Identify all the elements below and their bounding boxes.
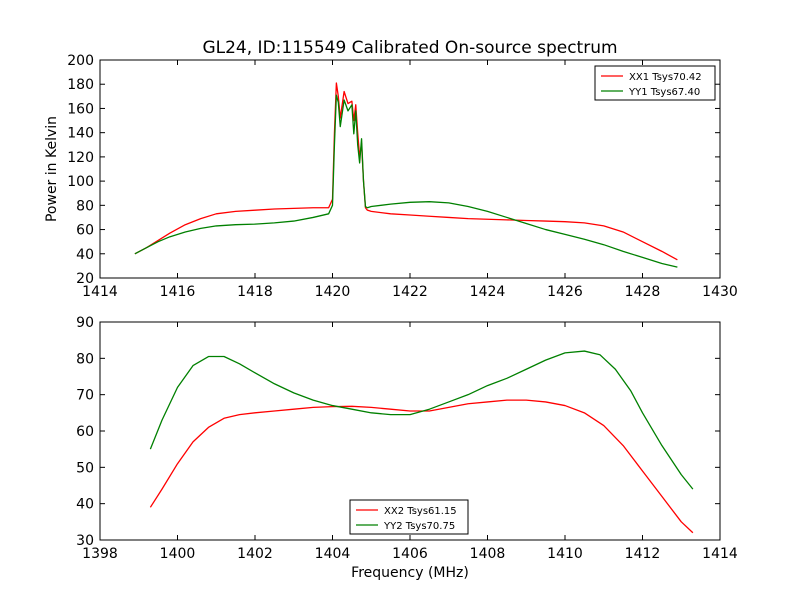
x-tick-label: 1402	[237, 546, 273, 562]
x-tick-label: 1414	[82, 284, 118, 300]
legend-box	[349, 499, 469, 535]
x-tick-label: 1430	[702, 284, 738, 300]
y-axis-label: Power in Kelvin	[44, 116, 60, 222]
y-tick-label: 80	[76, 198, 94, 214]
x-tick-label: 1426	[547, 284, 583, 300]
y-tick-label: 100	[67, 174, 94, 190]
legend-entry-label: YY1 Tsys67.40	[628, 87, 700, 98]
bottom-spectrum-plot: 1398 1400 1402 1404 1406 1408 1410 1412 1414 30 40…	[76, 315, 738, 562]
x-tick-label: 1428	[625, 284, 661, 300]
x-tick-label: 1398	[82, 546, 118, 562]
top-spectrum-plot: 1414 1416 1418 1420 1422 1424 1426 1428 1430 20 40…	[67, 53, 738, 300]
y-tick-label: 70	[76, 388, 94, 404]
y-tick-label: 60	[76, 223, 94, 239]
legend-box	[594, 65, 716, 101]
x-tick-label: 1404	[315, 546, 351, 562]
series-line-1-2	[134, 94, 678, 268]
y-tick-label: 80	[76, 351, 94, 367]
x-tick-label: 1412	[625, 546, 661, 562]
legend: XX2 Tsys61.15 YY2 Tsys70.75	[349, 499, 469, 535]
x-tick-label: 1422	[392, 284, 428, 300]
y-tick-label: 30	[76, 533, 94, 549]
x-tick-label: 1408	[470, 546, 506, 562]
series-line-2-2	[149, 350, 694, 490]
y-tick-label: 180	[67, 77, 94, 93]
x-tick-label: 1414	[702, 546, 738, 562]
x-tick-label: 1416	[160, 284, 196, 300]
y-tick-label: 90	[76, 315, 94, 331]
series-line-2-1	[149, 399, 694, 534]
legend-entry-label: YY2 Tsys70.75	[383, 521, 455, 532]
y-tick-label: 120	[67, 150, 94, 166]
chart-title: GL24, ID:115549 Calibrated On-source spe…	[202, 38, 617, 58]
y-tick-label: 140	[67, 126, 94, 142]
y-tick-label: 200	[67, 53, 94, 69]
legend-entry-label: XX2 Tsys61.15	[384, 506, 457, 517]
y-tick-label: 50	[76, 460, 94, 476]
x-tick-label: 1410	[547, 546, 583, 562]
y-tick-label: 60	[76, 424, 94, 440]
y-tick-label: 20	[76, 271, 94, 287]
legend: XX1 Tsys70.42 YY1 Tsys67.40	[594, 65, 716, 101]
x-axis-label: Frequency (MHz)	[351, 565, 469, 581]
y-tick-label: 160	[67, 101, 94, 117]
legend-entry-label: XX1 Tsys70.42	[629, 72, 702, 83]
x-tick-label: 1424	[470, 284, 506, 300]
x-tick-label: 1420	[315, 284, 351, 300]
x-tick-label: 1406	[392, 546, 428, 562]
y-tick-label: 40	[76, 497, 94, 513]
x-tick-label: 1400	[160, 546, 196, 562]
x-tick-label: 1418	[237, 284, 273, 300]
y-tick-label: 40	[76, 247, 94, 263]
